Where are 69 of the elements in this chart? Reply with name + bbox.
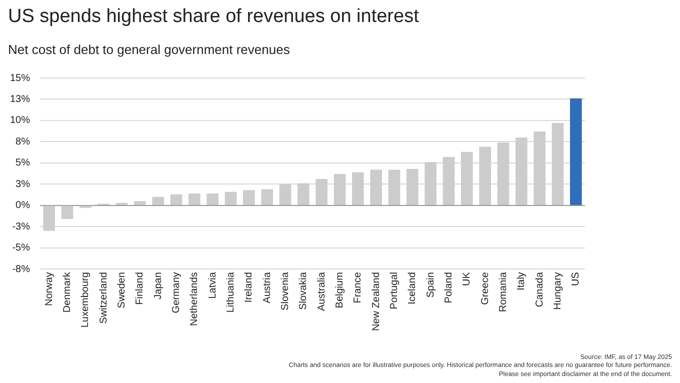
- bar: [352, 172, 364, 205]
- bar: [479, 146, 491, 205]
- x-tick-label: Italy: [516, 272, 528, 290]
- x-tick-label: US: [570, 272, 582, 286]
- x-tick-label: Slovenia: [280, 272, 292, 310]
- bar: [43, 206, 55, 231]
- bar: [170, 194, 182, 205]
- x-tick-label: France: [352, 272, 364, 304]
- bar: [298, 183, 310, 205]
- x-tick-label: Romania: [498, 272, 509, 312]
- bar: [424, 162, 436, 205]
- x-tick-label: Portugal: [389, 272, 400, 310]
- chart-title: US spends highest share of revenues on interest: [8, 6, 419, 28]
- y-tick-label: 8%: [16, 136, 30, 148]
- y-tick-label: 3%: [16, 178, 30, 190]
- x-tick-label: Germany: [171, 272, 182, 314]
- bar: [388, 170, 400, 205]
- bar: [261, 189, 273, 205]
- bar: [516, 137, 528, 205]
- y-tick-label: -8%: [12, 264, 30, 275]
- bar: [552, 123, 564, 205]
- bar: [334, 174, 346, 205]
- x-tick-label: Ireland: [244, 272, 255, 303]
- x-tick-label: Finland: [134, 272, 146, 305]
- x-tick-label: Spain: [425, 272, 436, 298]
- bar: [570, 98, 582, 205]
- bar: [224, 192, 237, 205]
- y-tick-label: 5%: [16, 158, 30, 169]
- x-tick-label: Belgium: [334, 272, 346, 308]
- y-tick-label: 0%: [16, 200, 30, 212]
- bar: [461, 152, 473, 205]
- y-tick-label: 13%: [10, 94, 30, 105]
- x-tick-label: New Zealand: [370, 272, 382, 331]
- bar: [497, 142, 510, 205]
- bar: [243, 190, 255, 205]
- x-tick-label: Japan: [152, 272, 164, 300]
- bar: [370, 170, 382, 205]
- x-tick-label: Australia: [316, 272, 328, 311]
- x-tick-label: UK: [462, 272, 473, 286]
- bar: [134, 201, 146, 205]
- x-tick-label: Canada: [534, 272, 546, 308]
- x-tick-label: Norway: [44, 272, 55, 306]
- x-tick-label: Slovakia: [298, 272, 310, 310]
- x-tick-label: Latvia: [207, 272, 218, 299]
- bar: [188, 193, 200, 205]
- x-tick-label: Lithuania: [226, 272, 237, 313]
- bar: [61, 206, 74, 219]
- x-tick-label: Hungary: [552, 272, 564, 310]
- y-tick-label: 10%: [10, 115, 30, 126]
- y-tick-label: 15%: [10, 72, 30, 84]
- x-tick-label: Austria: [262, 272, 273, 304]
- y-tick-label: -5%: [12, 242, 30, 254]
- y-tick-label: -3%: [12, 221, 30, 232]
- bar: [279, 184, 292, 205]
- bar: [152, 196, 164, 205]
- x-tick-label: Poland: [444, 272, 455, 304]
- bar: [206, 193, 218, 205]
- x-tick-label: Iceland: [407, 272, 418, 304]
- bar: [534, 132, 546, 205]
- x-tick-label: Netherlands: [189, 272, 200, 326]
- bar: [406, 168, 418, 205]
- x-tick-label: Denmark: [62, 271, 74, 313]
- x-tick-label: Sweden: [116, 272, 128, 308]
- x-tick-label: Switzerland: [98, 272, 110, 324]
- chart-subtitle: Net cost of debt to general government revenues: [8, 42, 290, 57]
- bar: [442, 156, 455, 205]
- x-tick-label: Luxembourg: [80, 272, 92, 328]
- bar: [316, 179, 328, 205]
- x-tick-label: Greece: [480, 272, 491, 305]
